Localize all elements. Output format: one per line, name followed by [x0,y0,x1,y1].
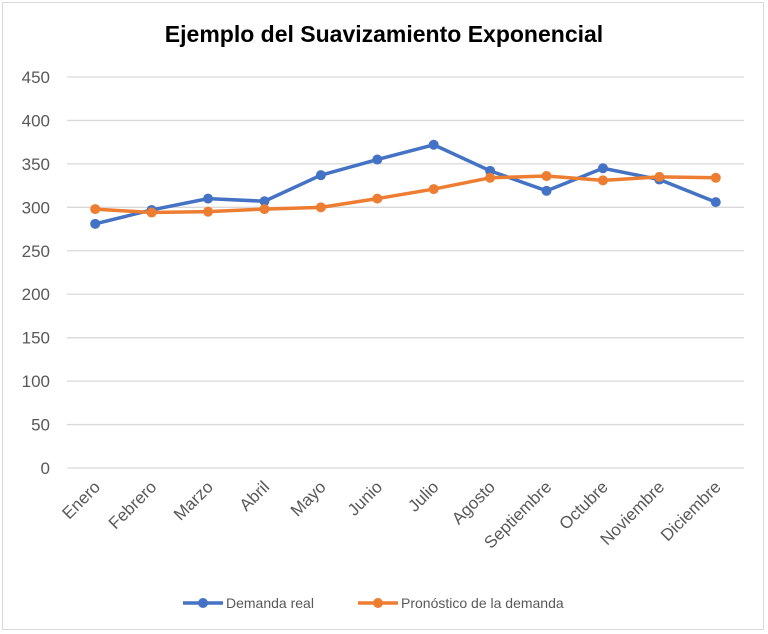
chart-title: Ejemplo del Suavizamiento Exponencial [165,21,603,47]
data-point [428,184,439,195]
legend-label: Demanda real [226,595,314,611]
y-tick-label: 150 [22,329,50,348]
legend-item: Pronóstico de la demanda [358,595,564,611]
data-point [485,172,496,183]
data-point [203,206,214,217]
data-point [146,207,157,218]
data-point [90,204,101,215]
data-point [259,196,270,207]
x-tick-label: Diciembre [657,477,725,545]
series-line [94,143,717,226]
x-tick-label: Enero [59,477,105,523]
data-point [541,171,552,182]
y-tick-label: 400 [22,111,50,130]
x-tick-label: Abril [236,477,273,514]
series-pron-stico-de-la-demanda [90,171,721,218]
series-demanda-real [90,139,721,229]
data-point [597,163,608,174]
data-point [428,139,439,150]
y-tick-label: 0 [41,459,50,478]
y-tick-label: 300 [22,198,50,217]
data-point [541,185,552,196]
legend-item: Demanda real [183,595,314,611]
data-point [315,202,326,213]
x-tick-label: Marzo [170,477,217,524]
y-tick-label: 250 [22,242,50,261]
y-tick-label: 200 [22,285,50,304]
data-point [90,218,101,229]
y-tick-label: 350 [22,155,50,174]
data-point [485,165,496,176]
series-line [95,174,716,215]
data-point [710,172,721,183]
data-point [372,193,383,204]
y-tick-label: 100 [22,372,50,391]
data-point [315,170,326,181]
x-tick-label: Octubre [556,477,612,533]
data-point [597,175,608,186]
legend-marker [373,598,383,608]
x-tick-label: Julio [404,477,442,515]
data-point [710,197,721,208]
data-point [654,171,665,182]
legend-marker [198,598,208,608]
data-point [372,154,383,165]
data-point [203,193,214,204]
y-tick-label: 450 [22,68,50,87]
legend-label: Pronóstico de la demanda [401,595,564,611]
x-tick-label: Febrero [105,477,161,533]
data-point [259,204,270,215]
x-tick-label: Agosto [448,477,499,528]
x-tick-label: Mayo [287,477,330,520]
x-tick-label: Junio [344,477,386,519]
y-tick-label: 50 [31,416,50,435]
